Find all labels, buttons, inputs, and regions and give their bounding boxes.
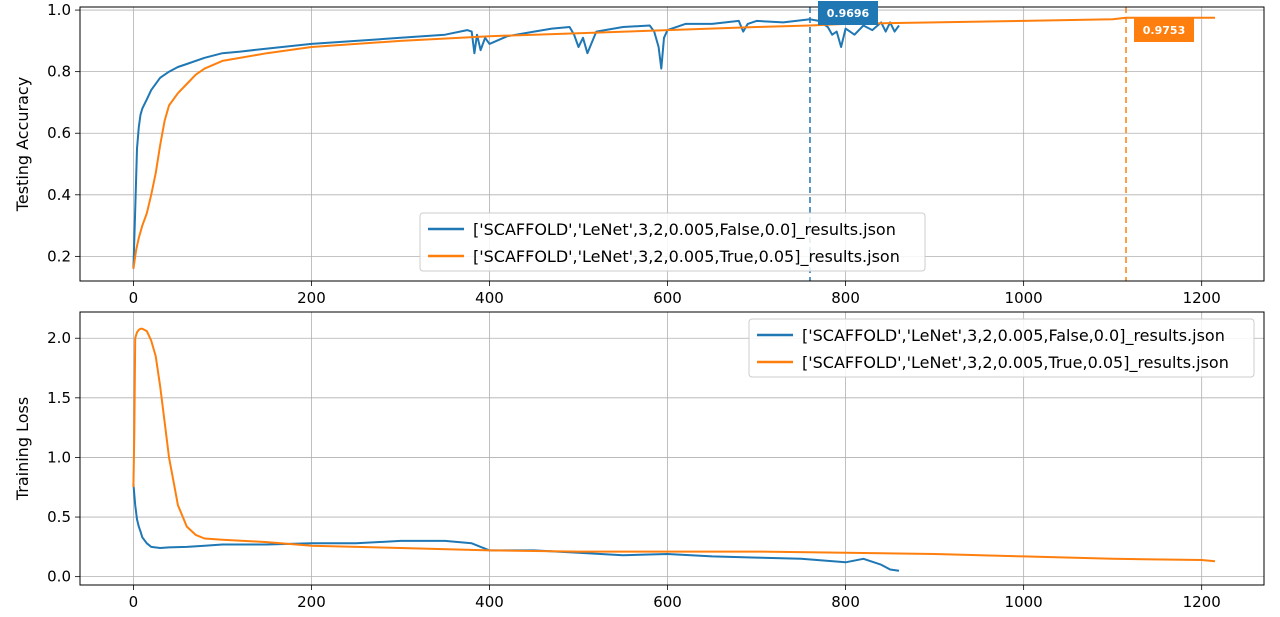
loss-x-tick-label: 1000 [1005, 593, 1043, 611]
accuracy-annotation-box [1134, 18, 1195, 42]
loss-x-tick-label: 800 [831, 593, 860, 611]
loss-x-tick-label: 400 [475, 593, 504, 611]
accuracy-legend-box [419, 212, 926, 272]
accuracy-x-tick-label: 1200 [1183, 289, 1221, 307]
accuracy-y-tick-label: 1.0 [47, 1, 71, 19]
loss-series-line-1 [132, 483, 900, 572]
accuracy-annotations: 0.9696 0.9753 [817, 1, 1195, 42]
accuracy-x-tick-label: 600 [653, 289, 682, 307]
accuracy-y-tick-label: 0.6 [47, 124, 71, 142]
accuracy-legend-label: ['SCAFFOLD','LeNet',3,2,0.005,True,0.05]… [473, 247, 900, 267]
loss-series-line-2 [132, 327, 1216, 563]
loss-x-tick-label: 0 [129, 593, 139, 611]
loss-x-tick-label: 1200 [1183, 593, 1221, 611]
loss-panel: 0 200 400 600 800 1000 1200 0.0 0.5 1.0 1.5 2.0 Tra… [13, 311, 1265, 611]
accuracy-plot-frame [79, 6, 1265, 282]
accuracy-y-tick-label: 0.8 [47, 63, 71, 81]
loss-legend-box [748, 318, 1255, 378]
loss-ticks: 0 200 400 600 800 1000 1200 0.0 0.5 1.0 1.5 2.0 [47, 329, 1221, 611]
loss-x-tick-label: 600 [653, 593, 682, 611]
accuracy-x-tick-label: 800 [831, 289, 860, 307]
accuracy-y-tick-label: 0.4 [47, 186, 71, 204]
accuracy-panel: 0 200 400 600 800 1000 1200 0.2 0.4 0.6 0.8 1.0 Tes… [13, 1, 1265, 307]
loss-y-tick-label: 0.5 [47, 508, 71, 526]
accuracy-x-tick-label: 1000 [1005, 289, 1043, 307]
accuracy-annotation-label: 0.9753 [1143, 24, 1185, 37]
loss-x-tick-label: 200 [297, 593, 326, 611]
accuracy-x-tick-label: 200 [297, 289, 326, 307]
accuracy-annotation-label: 0.9696 [827, 7, 870, 20]
accuracy-annotation-box [817, 1, 878, 25]
accuracy-y-tick-label: 0.2 [47, 247, 71, 265]
accuracy-x-tick-label: 0 [129, 289, 139, 307]
loss-y-tick-label: 2.0 [47, 329, 71, 347]
loss-y-axis-label: Training Loss [13, 397, 32, 501]
loss-legend-label: ['SCAFFOLD','LeNet',3,2,0.005,False,0.0]… [802, 326, 1225, 346]
accuracy-y-axis-label: Testing Accuracy [13, 77, 32, 212]
loss-y-tick-label: 1.5 [47, 389, 71, 407]
loss-y-tick-label: 0.0 [47, 568, 71, 586]
accuracy-series-line-1 [132, 18, 900, 269]
accuracy-ticks: 0 200 400 600 800 1000 1200 0.2 0.4 0.6 0.8 1.0 [47, 1, 1221, 307]
loss-plot-frame [79, 311, 1265, 586]
loss-legend: ['SCAFFOLD','LeNet',3,2,0.005,False,0.0]… [748, 318, 1255, 378]
loss-series [132, 327, 1216, 572]
loss-legend-label: ['SCAFFOLD','LeNet',3,2,0.005,True,0.05]… [802, 353, 1229, 373]
accuracy-grid [80, 7, 1264, 281]
accuracy-legend-label: ['SCAFFOLD','LeNet',3,2,0.005,False,0.0]… [473, 220, 896, 240]
accuracy-legend: ['SCAFFOLD','LeNet',3,2,0.005,False,0.0]… [419, 212, 926, 272]
accuracy-series-line-2 [132, 16, 1215, 269]
loss-y-tick-label: 1.0 [47, 448, 71, 466]
accuracy-x-tick-label: 400 [475, 289, 504, 307]
accuracy-series [132, 16, 1215, 269]
